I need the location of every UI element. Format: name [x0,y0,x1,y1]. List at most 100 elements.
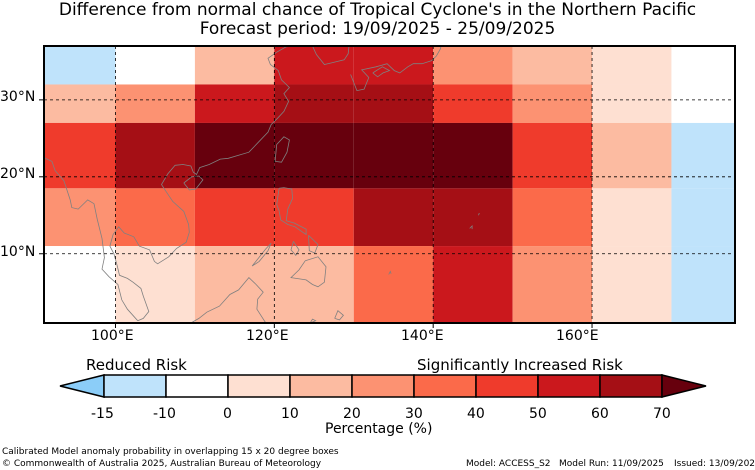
cb-tick-label: 30 [405,406,423,422]
cb-tick-label: 10 [281,406,299,422]
coastline-segment [334,310,344,321]
grid-cell [512,84,593,123]
grid-cell [44,246,116,323]
footer-issued: Issued: 13/09/2025 [674,459,755,469]
grid-cell [512,188,593,247]
colorbar-over-arrow [661,374,707,398]
grid-cell [44,46,116,85]
coastline-segment [251,242,272,267]
cb-tick-label: 70 [653,406,671,422]
grid-cell [274,188,354,247]
colorbar [59,374,707,398]
colorbar-bin [103,374,167,398]
grid-cell [274,122,354,189]
colorbar-under-arrow [59,374,105,398]
grid-cell [592,46,672,85]
grid-cell [115,246,195,323]
grid-cell [671,46,735,85]
colorbar-bin [289,374,353,398]
coastline-segment [190,277,267,324]
grid-cell [274,84,354,123]
colorbar-bin [351,374,415,398]
cb-tick-label: 20 [343,406,361,422]
coastline [43,45,480,324]
grid-cell [592,122,672,189]
lon-ticks [114,323,593,328]
grid-cell [671,188,735,247]
footer-copyright: © Commonwealth of Australia 2025, Austra… [2,459,322,469]
cb-tick-label: -15 [91,406,114,422]
colorbar-bin [599,374,663,398]
anomaly-grid [44,46,735,323]
grid-cell [512,122,593,189]
cb-tick-label: -10 [153,406,176,422]
grid-cell [512,46,593,85]
cb-tick-label: 50 [529,406,547,422]
graticule [44,46,735,323]
footer-model-run: Model Run: 11/09/2025 [559,459,664,469]
grid-cell [433,84,513,123]
chart-title-line1: Difference from normal chance of Tropica… [58,0,697,20]
grid-cell [44,188,116,247]
coastline-segment [274,136,290,163]
footer-model: Model: ACCESS_S2 [466,459,551,469]
lon-label-140e: 140°E [401,328,444,344]
grid-cell [433,188,513,247]
chart-title-line2: Forecast period: 19/09/2025 - 25/09/2025 [199,19,556,39]
lat-label-30n: 30°N [0,89,36,105]
cb-tick-label: 60 [591,406,609,422]
grid-cell [353,84,434,123]
colorbar-bin [537,374,601,398]
grid-cell [433,246,513,323]
grid-cell [194,122,275,189]
grid-cell [44,122,116,189]
coastline-segment [469,225,473,230]
colorbar-xlabel: Percentage (%) [325,421,433,437]
grid-cell [433,122,513,189]
coastline-segment [290,241,300,256]
grid-cell [592,84,672,123]
footer-description: Calibrated Model anomaly probability in … [2,447,339,457]
grid-cell [353,122,434,189]
grid-cell [353,246,434,323]
legend-increased-risk-label: Significantly Increased Risk [417,356,623,374]
grid-cell [274,46,354,85]
lat-ticks [39,99,44,255]
grid-cell [194,46,275,85]
colorbar-bin [227,374,291,398]
colorbar-bin [475,374,539,398]
grid-cell [353,46,434,85]
coastline-segment [478,212,480,216]
grid-cell [115,84,195,123]
grid-cell [592,188,672,247]
coastline-segment [276,187,307,236]
grid-cell [194,188,275,247]
grid-cell [592,246,672,323]
colorbar-bin [413,374,477,398]
grid-cell [274,246,354,323]
grid-cell [433,46,513,85]
grid-cell [671,84,735,123]
coastline-segment [309,318,317,324]
lat-label-10n: 10°N [0,244,36,260]
coastline-segment [183,175,204,191]
colorbar-bin [165,374,229,398]
grid-cell [671,246,735,323]
lat-label-20n: 20°N [0,166,36,182]
lon-label-160e: 160°E [556,328,599,344]
lon-label-120e: 120°E [246,328,289,344]
grid-cell [115,46,195,85]
coastline-segment [290,256,327,288]
coastline-segment [372,66,391,78]
map-frame [43,45,736,324]
legend-reduced-risk-label: Reduced Risk [86,356,187,374]
coastline-segment [312,45,350,65]
grid-cell [512,246,593,323]
lon-label-100e: 100°E [91,328,134,344]
grid-cell [353,188,434,247]
grid-cell [671,122,735,189]
coastline-segment [109,45,294,322]
grid-cell [44,84,116,123]
grid-cell [194,84,275,123]
